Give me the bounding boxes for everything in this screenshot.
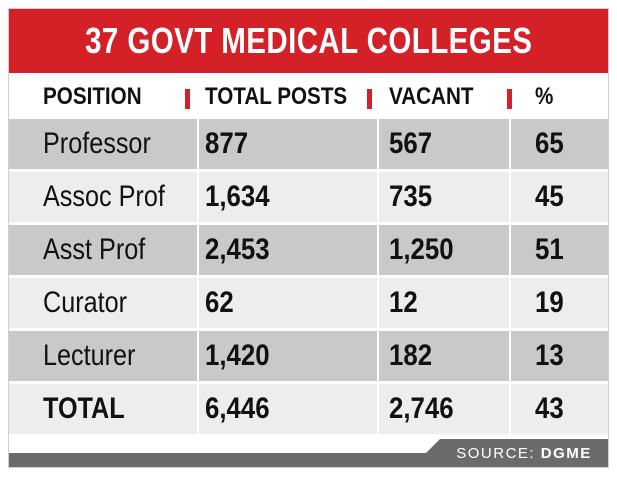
cell-position: Assoc Prof [9,172,197,222]
cell-percent-text: 43 [535,392,564,425]
table-row: Lecturer 1,420 182 13 [9,331,608,383]
header-total-posts: TOTAL POSTS [205,83,348,110]
cell-total-posts-text: 1,420 [205,339,270,372]
cell-total-posts-text: 1,634 [205,180,270,213]
cell-vacant-text: 567 [389,127,433,160]
table-row: Professor 877 567 65 [9,119,608,171]
infographic-title: 37 GOVT MEDICAL COLLEGES [84,20,533,61]
header-vacant: VACANT [389,83,474,110]
cell-total-posts: 877 [199,119,377,169]
cell-vacant: 12 [379,278,509,328]
cell-percent: 45 [511,172,608,222]
footer: SOURCE: DGME [9,439,608,467]
source-name: DGME [540,444,592,462]
cell-percent: 43 [511,384,608,434]
cell-position: Curator [9,278,197,328]
cell-position-text: Professor [43,127,151,160]
cell-percent: 65 [511,119,608,169]
cell-vacant-text: 1,250 [389,233,454,266]
cell-vacant: 2,746 [379,384,509,434]
cell-percent: 51 [511,225,608,275]
cell-vacant-text: 2,746 [389,392,454,425]
header-divider [507,89,512,109]
source-label: SOURCE: [456,444,536,462]
cell-percent: 19 [511,278,608,328]
cell-percent-text: 65 [535,127,564,160]
cell-position-text: Assoc Prof [43,180,165,213]
cell-percent-text: 45 [535,180,564,213]
cell-total-posts-text: 2,453 [205,233,270,266]
cell-position-text: Lecturer [43,339,136,372]
table-row: Asst Prof 2,453 1,250 51 [9,225,608,277]
cell-total-posts-text: 62 [205,286,234,319]
cell-vacant: 567 [379,119,509,169]
cell-vacant: 182 [379,331,509,381]
cell-position-text: Asst Prof [43,233,146,266]
cell-position-text: Curator [43,286,128,319]
table-total-row: TOTAL 6,446 2,746 43 [9,384,608,436]
cell-percent-text: 51 [535,233,564,266]
cell-vacant: 735 [379,172,509,222]
cell-percent-text: 19 [535,286,564,319]
cell-position: Asst Prof [9,225,197,275]
cell-position: Lecturer [9,331,197,381]
cell-vacant-text: 12 [389,286,418,319]
header-position: POSITION [43,83,142,110]
cell-position: TOTAL [9,384,197,434]
title-bar: 37 GOVT MEDICAL COLLEGES [9,9,608,73]
header-divider [367,89,372,109]
cell-total-posts: 1,420 [199,331,377,381]
cell-total-posts: 2,453 [199,225,377,275]
cell-percent: 13 [511,331,608,381]
table-row: Curator 62 12 19 [9,278,608,330]
source-notch [426,439,440,453]
header-percent: % [535,83,554,110]
cell-total-posts: 62 [199,278,377,328]
cell-vacant: 1,250 [379,225,509,275]
cell-total-posts: 6,446 [199,384,377,434]
table-row: Assoc Prof 1,634 735 45 [9,172,608,224]
header-divider [185,89,190,109]
cell-total-posts-text: 6,446 [205,392,270,425]
infographic-card: 37 GOVT MEDICAL COLLEGES POSITION TOTAL … [8,8,609,468]
cell-vacant-text: 735 [389,180,433,213]
table-header-row: POSITION TOTAL POSTS VACANT % [9,75,608,119]
cell-percent-text: 13 [535,339,564,372]
source-credit: SOURCE: DGME [456,445,592,462]
cell-position: Professor [9,119,197,169]
source-box: SOURCE: DGME [440,439,608,467]
cell-total-posts: 1,634 [199,172,377,222]
cell-total-posts-text: 877 [205,127,249,160]
cell-vacant-text: 182 [389,339,433,372]
cell-position-text: TOTAL [43,392,125,425]
